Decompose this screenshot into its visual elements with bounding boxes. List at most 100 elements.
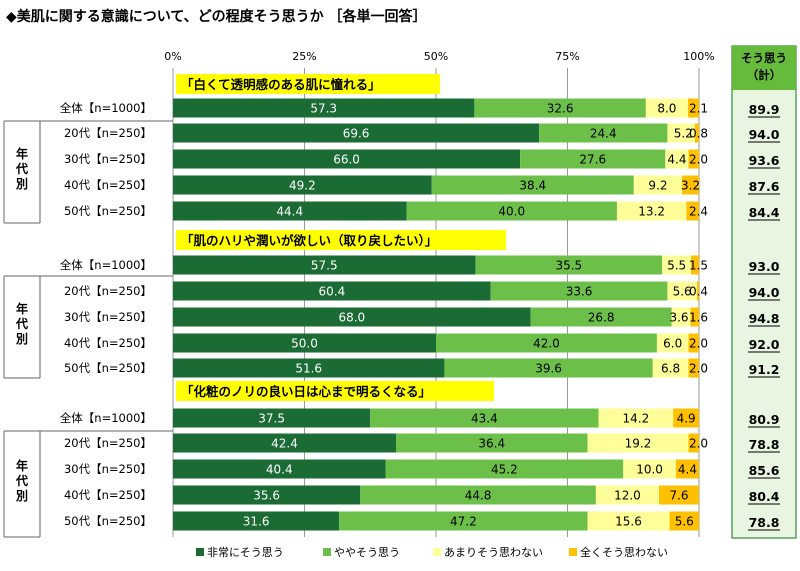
data-label: 38.4 [519, 179, 546, 193]
data-label: 13.2 [638, 205, 665, 219]
row-label: 40代【n=250】 [64, 336, 152, 350]
question-label: 「化粧のノリの良い日は心まで明るくなる」 [181, 384, 431, 399]
bar-segment [173, 433, 397, 453]
total-value: 92.0 [749, 337, 780, 352]
bar-segment [474, 98, 646, 118]
data-label: 6.0 [663, 337, 682, 351]
legend-swatch [433, 548, 441, 556]
data-label: 19.2 [625, 437, 652, 451]
data-label: 6.8 [661, 362, 680, 376]
bar-segment [396, 433, 588, 453]
bar-segment [633, 175, 683, 195]
row-label: 全体【n=1000】 [60, 101, 152, 115]
row-label: 全体【n=1000】 [60, 411, 152, 425]
data-label: 5.5 [667, 259, 686, 273]
data-label: 2.4 [689, 205, 708, 219]
group-label-char: 別 [15, 332, 28, 346]
data-label: 14.2 [623, 412, 650, 426]
total-value: 89.9 [749, 102, 780, 117]
data-label: 47.2 [450, 515, 477, 529]
bar-segment [687, 98, 699, 118]
data-label: 66.0 [333, 153, 360, 167]
bar-segment [173, 333, 436, 353]
bar-segment [659, 485, 699, 505]
x-tick-label: 0% [164, 50, 181, 63]
legend-label: 非常にそう思う [207, 546, 284, 559]
bar-segment [688, 333, 699, 353]
data-label: 60.4 [318, 285, 345, 299]
x-tick-label: 25% [292, 50, 316, 63]
question-banner [176, 381, 494, 401]
x-tick-label: 50% [424, 50, 448, 63]
data-label: 49.2 [289, 179, 316, 193]
bar-segment [370, 408, 599, 428]
bar-segment [696, 281, 699, 301]
row-label: 20代【n=250】 [64, 436, 152, 450]
data-label: 3.2 [681, 179, 700, 193]
bar-segment [431, 175, 634, 195]
data-label: 37.5 [258, 412, 285, 426]
data-label: 7.6 [669, 489, 688, 503]
data-label: 57.3 [310, 102, 337, 116]
x-tick-label: 100% [683, 50, 714, 63]
row-label: 20代【n=250】 [64, 126, 152, 140]
data-label: 50.0 [291, 337, 318, 351]
total-value: 93.0 [749, 259, 780, 274]
bar-segment [173, 175, 432, 195]
bar-segment [688, 358, 699, 378]
total-value: 85.6 [749, 463, 780, 478]
data-label: 1.5 [689, 259, 708, 273]
data-label: 24.4 [590, 127, 617, 141]
bar-segment [385, 459, 624, 479]
x-tick-label: 75% [555, 50, 579, 63]
bar-segment [662, 255, 692, 275]
bar-segment [667, 281, 697, 301]
data-label: 1.6 [689, 311, 708, 325]
data-label: 4.4 [667, 153, 686, 167]
data-label: 2.1 [689, 102, 708, 116]
data-label: 0.8 [689, 127, 708, 141]
data-label: 68.0 [338, 311, 365, 325]
legend-label: あまりそう思わない [444, 546, 543, 559]
group-label-char: 代 [15, 316, 28, 331]
legend-label: ややそう思う [334, 546, 400, 559]
data-label: 5.6 [673, 285, 692, 299]
legend-swatch [569, 548, 577, 556]
data-label: 5.6 [675, 515, 694, 529]
bar-segment [173, 307, 531, 327]
bar-segment [652, 358, 689, 378]
total-value: 87.6 [749, 179, 780, 194]
bar-segment [444, 358, 653, 378]
bar-segment [686, 201, 699, 221]
data-label: 40.4 [266, 463, 293, 477]
total-value: 78.8 [749, 437, 780, 452]
row-label: 50代【n=250】 [64, 514, 152, 528]
total-value: 94.0 [749, 127, 780, 142]
data-label: 35.5 [555, 259, 582, 273]
bar-segment [598, 408, 674, 428]
question-banner [176, 74, 440, 94]
data-label: 5.2 [674, 127, 693, 141]
data-label: 51.6 [295, 362, 322, 376]
bar-segment [436, 333, 657, 353]
bar-segment [173, 485, 361, 505]
row-label: 40代【n=250】 [64, 488, 152, 502]
group-label-char: 年 [16, 458, 28, 473]
legend-swatch [323, 548, 331, 556]
bar-segment [173, 511, 340, 531]
legend-swatch [196, 548, 204, 556]
data-label: 10.0 [636, 463, 663, 477]
total-header-line: そう思う [741, 51, 787, 65]
data-label: 32.6 [547, 102, 574, 116]
data-label: 12.0 [614, 489, 641, 503]
bar-segment [673, 408, 699, 428]
total-value: 84.4 [749, 205, 780, 220]
data-label: 2.0 [689, 437, 708, 451]
data-label: 4.4 [678, 463, 697, 477]
data-label: 8.0 [657, 102, 676, 116]
bar-segment [694, 123, 699, 143]
row-label: 50代【n=250】 [64, 204, 152, 218]
total-value: 80.9 [749, 412, 780, 427]
data-label: 42.4 [271, 437, 298, 451]
